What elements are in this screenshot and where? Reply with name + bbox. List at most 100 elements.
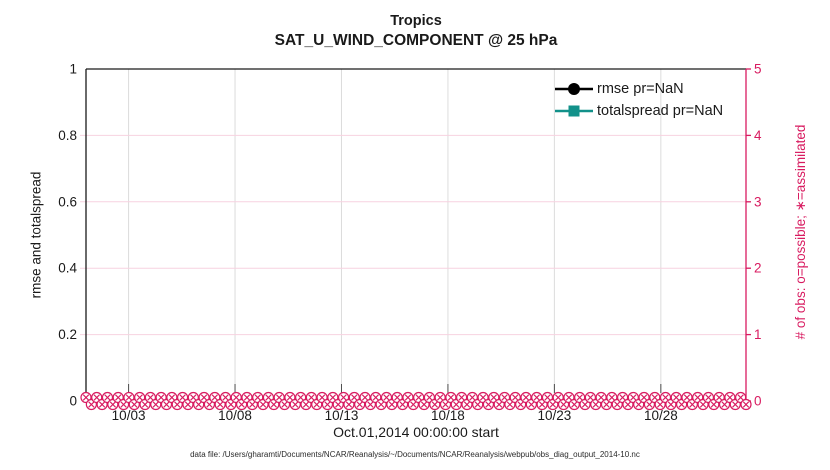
obs-assimilated-marker — [388, 401, 396, 408]
y-left-tick-label: 0.8 — [58, 128, 77, 143]
obs-assimilated-marker — [345, 401, 353, 408]
y-right-tick-label: 3 — [754, 194, 762, 209]
obs-assimilated-marker — [463, 401, 471, 408]
obs-assimilated-marker — [624, 401, 632, 408]
obs-assimilated-marker — [415, 394, 422, 401]
obs-assimilated-marker — [120, 401, 127, 408]
obs-assimilated-marker — [436, 394, 444, 401]
obs-assimilated-marker — [270, 401, 277, 408]
obs-assimilated-marker — [721, 401, 728, 408]
obs-assimilated-marker — [630, 394, 637, 401]
obs-assimilated-marker — [426, 394, 433, 401]
obs-assimilated-marker — [678, 401, 685, 408]
obs-assimilated-marker — [157, 394, 165, 401]
obs-assimilated-marker — [699, 401, 707, 408]
obs-assimilated-marker — [136, 394, 143, 401]
obs-assimilated-marker — [581, 401, 589, 408]
obs-assimilated-marker — [211, 394, 218, 401]
x-tick-label: 10/13 — [325, 408, 359, 423]
obs-assimilated-marker — [447, 394, 455, 401]
obs-assimilated-marker — [163, 401, 170, 408]
obs-assimilated-marker — [656, 401, 664, 408]
x-tick-label: 10/28 — [644, 408, 678, 423]
obs-assimilated-marker — [737, 394, 744, 401]
y-right-tick-label: 1 — [754, 327, 762, 342]
obs-assimilated-marker — [329, 394, 337, 401]
obs-assimilated-marker — [206, 401, 213, 408]
obs-assimilated-marker — [383, 394, 390, 401]
x-tick-label: 10/03 — [112, 408, 146, 423]
obs-assimilated-marker — [501, 394, 508, 401]
obs-assimilated-marker — [152, 401, 159, 408]
obs-assimilated-marker — [292, 401, 299, 408]
obs-assimilated-marker — [340, 394, 347, 401]
legend-label-rmse: rmse pr=NaN — [597, 81, 684, 97]
obs-assimilated-marker — [710, 401, 717, 408]
obs-assimilated-marker — [297, 394, 304, 401]
obs-assimilated-marker — [555, 394, 562, 401]
obs-assimilated-marker — [281, 401, 288, 408]
y-right-tick-label: 5 — [754, 62, 762, 77]
obs-assimilated-marker — [410, 401, 417, 408]
obs-assimilated-marker — [458, 394, 465, 401]
obs-assimilated-marker — [517, 401, 524, 408]
obs-assimilated-marker — [635, 401, 642, 408]
rmse-line-circle-icon — [555, 83, 593, 95]
legend-label-totalspread: totalspread pr=NaN — [597, 103, 724, 119]
obs-assimilated-marker — [318, 394, 326, 401]
y-left-tick-label: 0.6 — [58, 194, 77, 209]
obs-assimilated-marker — [608, 394, 616, 401]
obs-assimilated-marker — [394, 394, 401, 401]
y-right-tick-label: 0 — [754, 394, 762, 409]
obs-assimilated-marker — [528, 401, 535, 408]
obs-assimilated-marker — [356, 401, 363, 408]
obs-assimilated-marker — [442, 401, 449, 408]
obs-assimilated-marker — [732, 401, 739, 408]
obs-assimilated-marker — [673, 394, 680, 401]
obs-assimilated-marker — [560, 401, 567, 408]
obs-assimilated-marker — [302, 401, 310, 408]
y-left-tick-label: 0.4 — [58, 261, 77, 276]
y-left-tick-label: 0 — [69, 394, 77, 409]
obs-assimilated-marker — [587, 394, 594, 401]
obs-assimilated-marker — [195, 401, 202, 408]
obs-assimilated-marker — [474, 401, 481, 408]
obs-assimilated-marker — [592, 401, 599, 408]
obs-assimilated-marker — [742, 401, 750, 408]
obs-assimilated-marker — [125, 394, 133, 401]
x-tick-label: 10/18 — [431, 408, 465, 423]
obs-assimilated-marker — [640, 394, 648, 401]
obs-assimilated-marker — [506, 401, 514, 408]
x-tick-label: 10/08 — [218, 408, 252, 423]
obs-assimilated-marker — [715, 394, 723, 401]
obs-assimilated-marker — [576, 394, 583, 401]
obs-assimilated-marker — [485, 401, 492, 408]
obs-assimilated-marker — [233, 394, 240, 401]
obs-assimilated-marker — [254, 394, 261, 401]
obs-assimilated-marker — [88, 401, 95, 408]
legend-item-rmse: rmse pr=NaN — [554, 78, 723, 100]
obs-assimilated-marker — [131, 401, 138, 408]
obs-assimilated-marker — [662, 394, 669, 401]
chart-title: Tropics — [390, 13, 442, 29]
obs-assimilated-marker — [109, 401, 117, 408]
obs-assimilated-marker — [184, 401, 192, 408]
obs-assimilated-marker — [313, 401, 320, 408]
chart-subtitle: SAT_U_WIND_COMPONENT @ 25 hPa — [274, 32, 558, 49]
obs-assimilated-marker — [694, 394, 701, 401]
obs-assimilated-marker — [619, 394, 626, 401]
obs-assimilated-marker — [522, 394, 530, 401]
x-tick-label: 10/23 — [537, 408, 571, 423]
obs-assimilated-marker — [174, 401, 181, 408]
obs-assimilated-marker — [533, 394, 540, 401]
y-right-tick-label: 4 — [754, 128, 762, 143]
obs-assimilated-marker — [420, 401, 428, 408]
obs-assimilated-marker — [82, 394, 90, 401]
obs-assimilated-marker — [651, 394, 658, 401]
obs-assimilated-marker — [571, 401, 578, 408]
obs-assimilated-marker — [667, 401, 675, 408]
obs-assimilated-marker — [479, 394, 487, 401]
obs-assimilated-marker — [705, 394, 712, 401]
